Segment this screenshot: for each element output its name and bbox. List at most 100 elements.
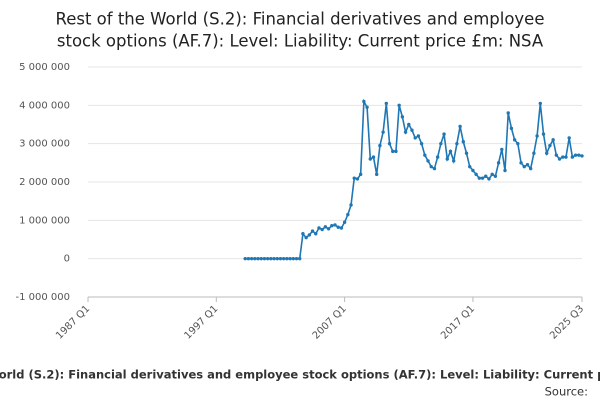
point (375, 172, 379, 177)
point (253, 256, 257, 261)
point (246, 256, 251, 261)
y-tick-label: 3 000 000 (19, 139, 70, 150)
point (355, 177, 360, 181)
point (288, 256, 292, 261)
y-tick-label: -1 000 000 (15, 292, 70, 303)
point (410, 128, 414, 132)
point (503, 168, 507, 173)
point (298, 256, 302, 261)
point (461, 140, 466, 144)
point (545, 151, 549, 155)
point (455, 141, 459, 146)
point (500, 147, 504, 152)
point (525, 163, 530, 167)
point (528, 166, 533, 171)
point (333, 223, 337, 227)
point (342, 220, 347, 224)
point (551, 138, 555, 142)
point (480, 176, 485, 180)
point (281, 256, 286, 261)
point (564, 155, 568, 159)
point (346, 212, 350, 217)
point (384, 101, 389, 106)
point (435, 155, 440, 159)
chart-title: Rest of the World (S.2): Financial deriv… (56, 10, 545, 29)
y-tick-label: 1 000 000 (19, 215, 70, 226)
point (509, 126, 514, 131)
source: Source: (545, 385, 588, 399)
point (265, 256, 270, 261)
point (484, 174, 488, 178)
point (445, 157, 449, 161)
point (577, 153, 581, 157)
point (387, 141, 392, 146)
chart-title: stock options (AF.7): Level: Liability: … (57, 32, 544, 51)
point (557, 157, 562, 161)
point (285, 256, 289, 261)
y-tick-label: 2 000 000 (19, 177, 70, 188)
point (516, 141, 520, 146)
point (429, 164, 433, 169)
point (336, 225, 340, 229)
point (432, 166, 437, 171)
point (493, 174, 498, 178)
point (439, 141, 443, 146)
point (243, 256, 247, 261)
point (365, 105, 369, 109)
point (330, 224, 334, 228)
point (458, 124, 462, 129)
point (291, 256, 295, 261)
point (249, 256, 254, 261)
point (419, 141, 424, 146)
x-tick-label: 2007 Q1 (311, 303, 349, 341)
point (442, 132, 446, 136)
point (339, 226, 344, 230)
point (272, 256, 276, 261)
footer: Rest of the World (S.2): Financial deriv… (0, 368, 600, 382)
point (378, 143, 382, 148)
x-tick-label: 1987 Q1 (54, 303, 92, 341)
point (259, 256, 263, 261)
point (326, 227, 331, 231)
line (245, 98, 583, 260)
y-tick-label: 0 (64, 254, 70, 265)
point (468, 164, 472, 169)
point (371, 155, 376, 159)
point (416, 134, 421, 138)
point (314, 232, 318, 236)
point (349, 203, 353, 207)
point (471, 168, 475, 173)
point (561, 155, 565, 159)
x-tick-label: 2017 Q1 (439, 303, 477, 341)
point (426, 159, 430, 163)
point (506, 111, 510, 115)
point (580, 154, 584, 158)
point (403, 130, 408, 134)
point (310, 229, 315, 233)
point (278, 256, 283, 261)
point (464, 151, 469, 155)
y-tick-label: 5 000 000 (19, 62, 70, 73)
point (269, 256, 273, 261)
point (323, 225, 328, 229)
x-tick-label: 2025 Q3 (548, 303, 586, 341)
point (294, 256, 299, 261)
point (307, 233, 312, 237)
point (262, 256, 267, 261)
point (317, 226, 321, 230)
point (358, 172, 363, 177)
point (352, 176, 356, 180)
point (535, 134, 539, 138)
point (573, 153, 578, 157)
y-tick-label: 4 000 000 (19, 100, 70, 111)
point (554, 153, 559, 157)
point (362, 99, 366, 104)
point (400, 115, 405, 119)
point (512, 138, 517, 142)
point (391, 149, 395, 154)
point (304, 235, 308, 240)
point (394, 149, 398, 154)
point (448, 149, 453, 154)
point (567, 136, 571, 140)
point (275, 256, 279, 261)
